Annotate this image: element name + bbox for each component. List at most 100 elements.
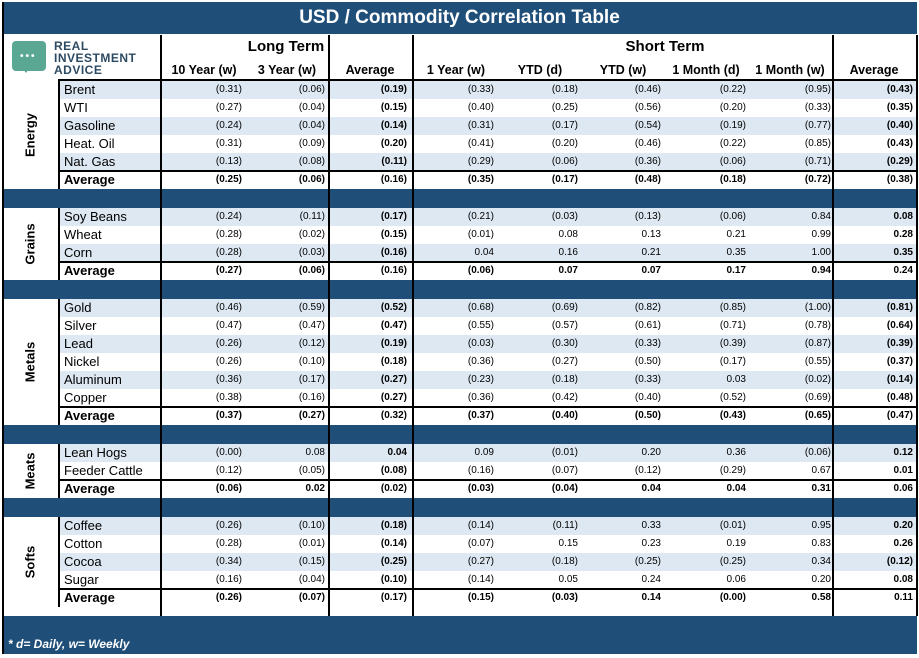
value-cell: (0.09) [298, 138, 325, 149]
value-cell: (0.81) [886, 302, 913, 313]
table-row: Cotton (0.28) (0.01) (0.14) (0.07) 0.15 0.23 0.… [58, 535, 916, 553]
value-cell: (0.77) [804, 120, 831, 131]
value-cell: (0.52) [380, 302, 407, 313]
commodity-name: Aluminum [64, 372, 122, 387]
value-cell: (0.14) [886, 374, 913, 385]
value-cell: (0.07) [551, 465, 578, 476]
commodity-name: Copper [64, 390, 107, 405]
value-cell: 1.00 [811, 247, 831, 258]
value-cell: (0.40) [551, 410, 578, 421]
group-header-short-term: Short Term [625, 38, 705, 55]
col-header-ytd-d: YTD (d) [517, 63, 563, 77]
value-cell: (0.72) [804, 174, 831, 185]
commodity-name: Lean Hogs [64, 445, 127, 460]
value-cell: 0.34 [811, 556, 831, 567]
value-cell: 0.14 [641, 592, 661, 603]
value-cell: (0.07) [298, 592, 325, 603]
value-cell: (0.28) [215, 538, 242, 549]
average-rule [58, 588, 916, 590]
value-cell: (0.29) [467, 156, 494, 167]
value-cell: (0.78) [804, 320, 831, 331]
value-cell: 0.17 [726, 265, 746, 276]
value-cell: (0.17) [719, 356, 746, 367]
commodity-name: Cotton [64, 536, 103, 551]
value-cell: (0.64) [886, 320, 913, 331]
value-cell: (0.43) [886, 84, 913, 95]
value-cell: 0.04 [387, 447, 407, 458]
value-cell: (0.85) [804, 138, 831, 149]
value-cell: (0.16) [380, 174, 407, 185]
value-cell: (0.25) [215, 174, 242, 185]
value-cell: (0.00) [215, 447, 242, 458]
value-cell: (0.23) [467, 374, 494, 385]
commodity-name: Wheat [64, 227, 102, 242]
value-cell: (0.29) [886, 156, 913, 167]
value-cell: (0.41) [467, 138, 494, 149]
value-cell: (0.69) [551, 302, 578, 313]
table-row: Copper (0.38) (0.16) (0.27) (0.36) (0.42) (0.4… [58, 389, 916, 407]
value-cell: (0.36) [467, 392, 494, 403]
table-row: Brent (0.31) (0.06) (0.19) (0.33) (0.18) (0.46… [58, 81, 916, 99]
footnote-bar: * d= Daily, w= Weekly [2, 616, 917, 654]
value-cell: (0.52) [719, 392, 746, 403]
value-cell: (0.13) [215, 156, 242, 167]
value-cell: (0.06) [298, 265, 325, 276]
value-cell: 0.24 [641, 574, 661, 585]
value-cell: (0.24) [215, 120, 242, 131]
value-cell: 0.95 [811, 520, 831, 531]
value-cell: (0.28) [215, 247, 242, 258]
value-cell: (0.21) [467, 211, 494, 222]
value-cell: (0.16) [380, 265, 407, 276]
value-cell: (0.05) [298, 465, 325, 476]
value-cell: (0.16) [215, 574, 242, 585]
average-row: Average (0.25) (0.06) (0.16) (0.35) (0.17) (0.… [58, 171, 916, 189]
value-cell: (0.33) [467, 84, 494, 95]
value-cell: (0.24) [215, 211, 242, 222]
value-cell: (0.06) [719, 211, 746, 222]
value-cell: (0.06) [804, 447, 831, 458]
value-cell: (0.11) [299, 211, 325, 222]
col-header-10y: 10 Year (w) [171, 63, 237, 77]
footnote: * d= Daily, w= Weekly [8, 637, 130, 651]
value-cell: (0.00) [719, 592, 746, 603]
average-rule [58, 261, 916, 263]
value-cell: (0.03) [551, 211, 578, 222]
table-row: Corn (0.28) (0.03) (0.16) 0.04 0.16 0.21 0.35 1.… [58, 244, 916, 262]
value-cell: (0.55) [467, 320, 494, 331]
value-cell: (0.36) [634, 156, 661, 167]
value-cell: 0.15 [558, 538, 578, 549]
value-cell: (0.17) [380, 592, 407, 603]
value-cell: (0.42) [551, 392, 578, 403]
table-row: Gold (0.46) (0.59) (0.52) (0.68) (0.69) (0.82)… [58, 299, 916, 317]
value-cell: 0.84 [811, 211, 831, 222]
sector-label: Meats [2, 444, 58, 498]
value-cell: 0.08 [893, 574, 913, 585]
value-cell: (0.25) [551, 102, 578, 113]
group-header-long-term: Long Term [247, 38, 325, 55]
column-rule [916, 35, 918, 616]
sector-name: Softs [22, 545, 38, 579]
col-header-3y: 3 Year (w) [257, 63, 317, 77]
col-header-1y: 1 Year (w) [426, 63, 486, 77]
sector-name: Meats [22, 452, 38, 490]
value-cell: (0.16) [380, 247, 407, 258]
value-cell: 0.11 [894, 592, 913, 603]
value-cell: (0.56) [634, 102, 661, 113]
commodity-name: Sugar [64, 572, 99, 587]
commodity-name: Average [64, 408, 115, 423]
commodity-name: Average [64, 590, 115, 605]
average-row: Average (0.26) (0.07) (0.17) (0.15) (0.03) 0.1… [58, 589, 916, 607]
value-cell: (0.27) [298, 410, 325, 421]
value-cell: (0.69) [804, 392, 831, 403]
value-cell: 0.07 [641, 265, 661, 276]
value-cell: (0.65) [804, 410, 831, 421]
sector-label: Metals [2, 299, 58, 425]
value-cell: (0.04) [298, 102, 325, 113]
value-cell: 0.23 [641, 538, 661, 549]
value-cell: (0.29) [719, 465, 746, 476]
value-cell: (0.33) [634, 338, 661, 349]
value-cell: (0.48) [886, 392, 913, 403]
table-row: Coffee (0.26) (0.10) (0.18) (0.14) (0.11) 0.33… [58, 517, 916, 535]
section-divider [58, 208, 60, 280]
